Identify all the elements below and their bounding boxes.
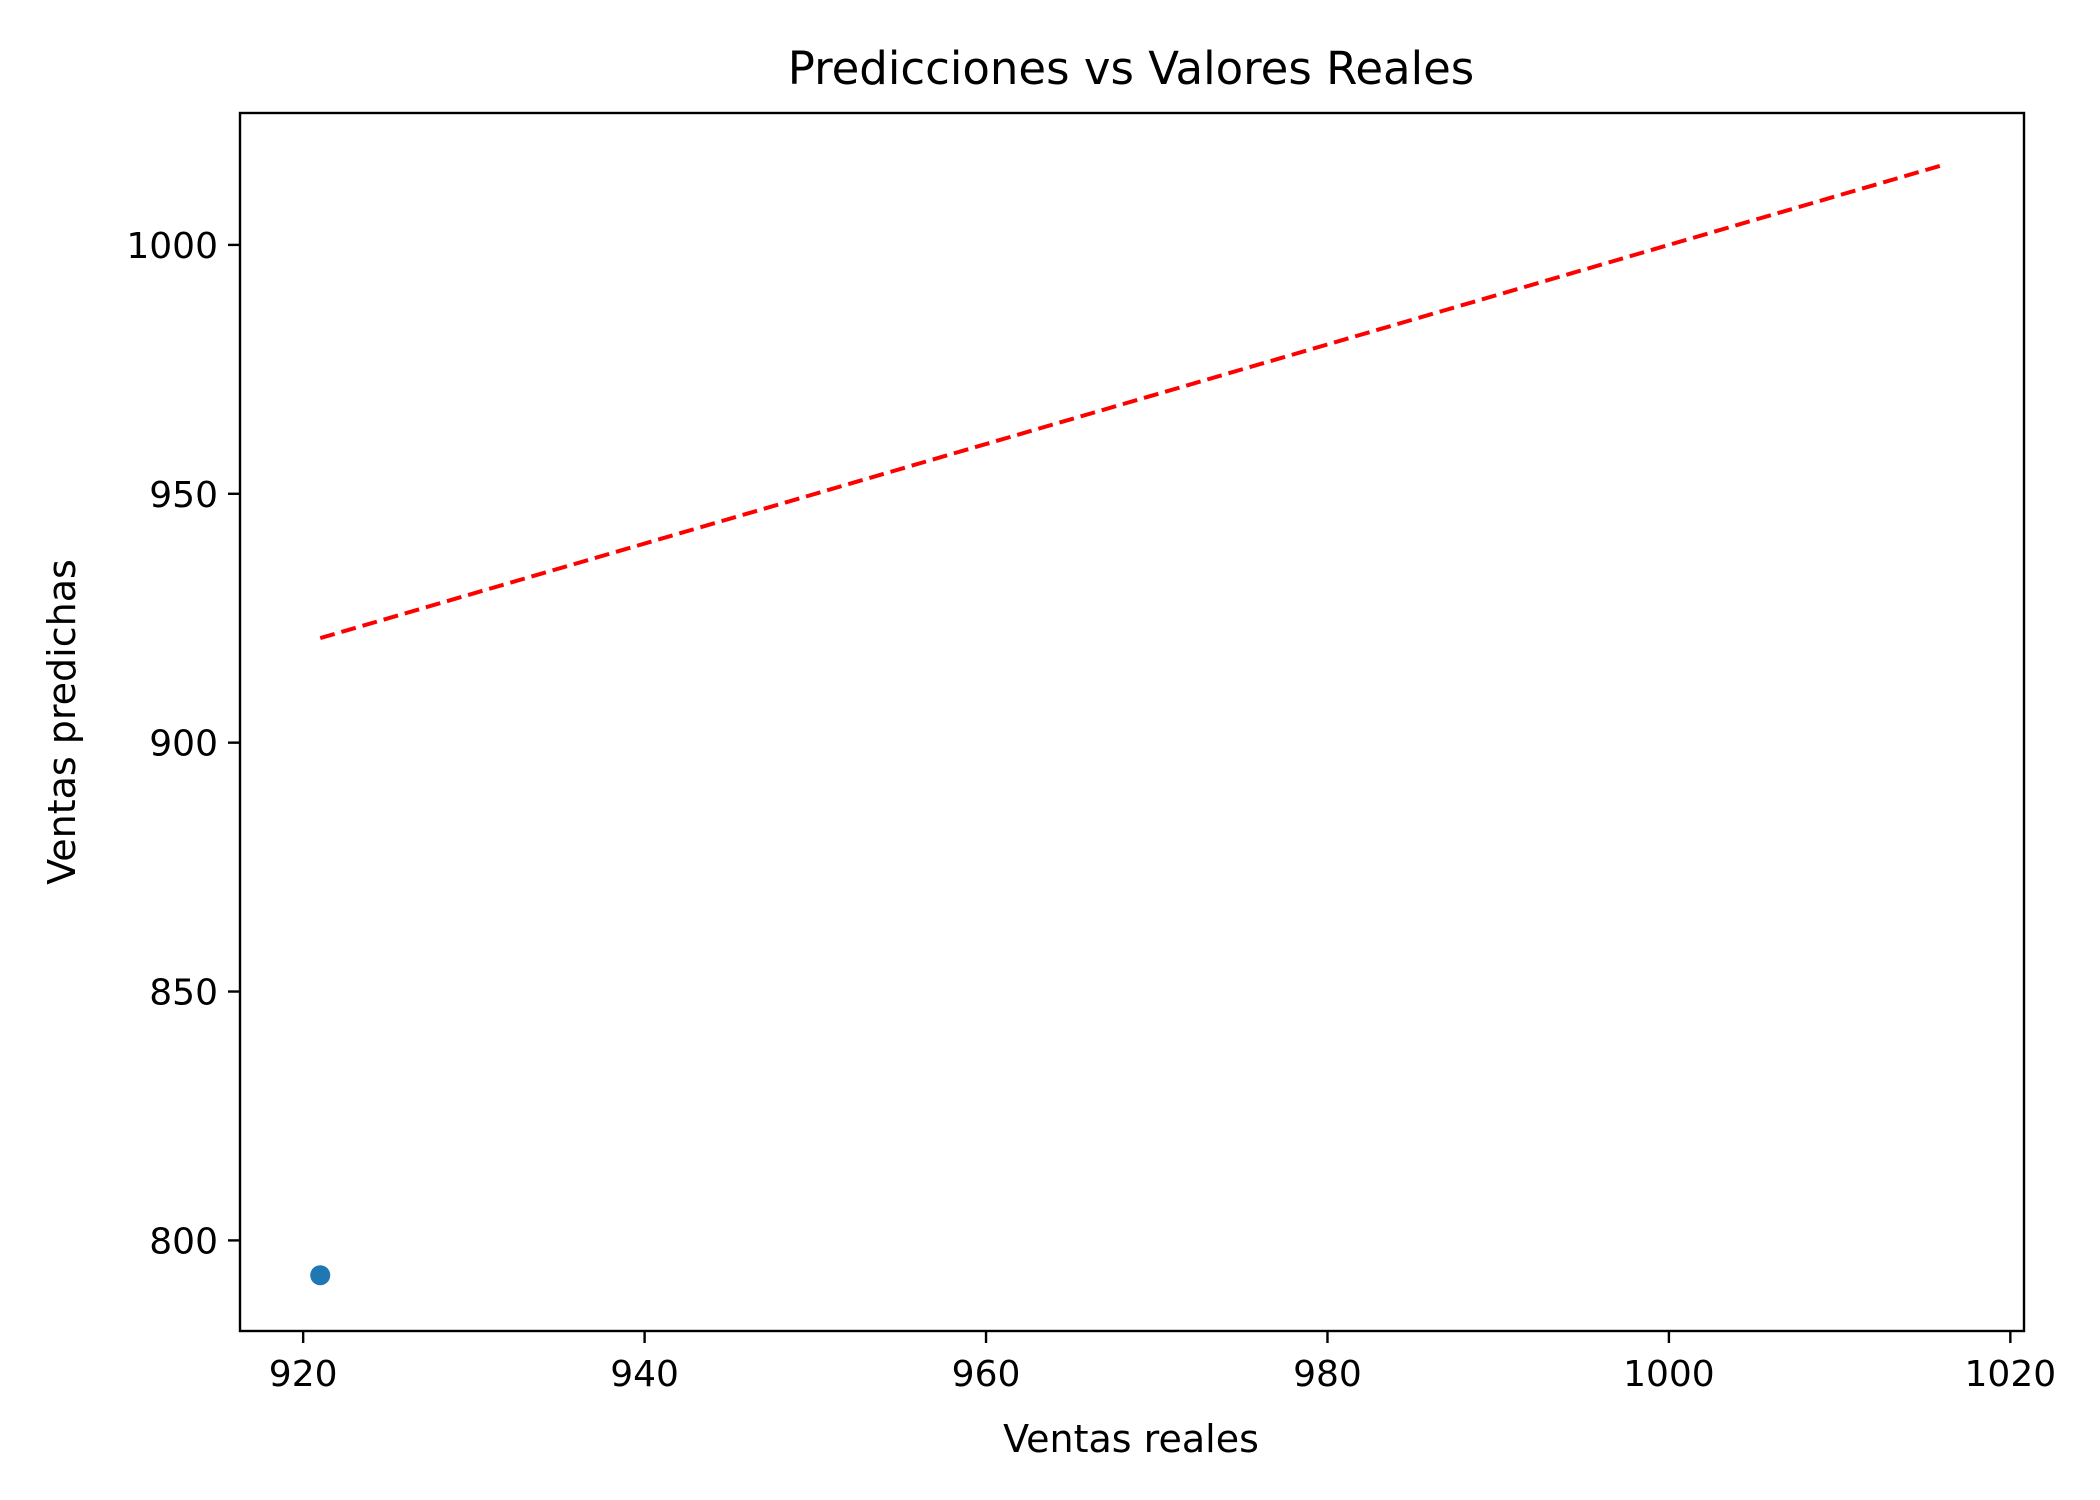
y-axis-label: Ventas predichas <box>40 559 84 885</box>
x-tick-label: 1000 <box>1623 1354 1715 1395</box>
chart-title: Predicciones vs Valores Reales <box>788 42 1474 95</box>
x-tick-label: 940 <box>610 1354 679 1395</box>
y-tick-label: 1000 <box>126 226 218 267</box>
y-tick-label: 800 <box>149 1221 218 1262</box>
x-tick-label: 920 <box>269 1354 338 1395</box>
plot-area <box>238 111 2026 1333</box>
y-axis: 800 850 900 950 1000 <box>126 226 240 1262</box>
data-point <box>310 1265 331 1286</box>
x-axis-label: Ventas reales <box>1003 1417 1259 1461</box>
plot-background <box>240 113 2024 1331</box>
plot-frame <box>238 111 2026 1333</box>
x-tick-label: 960 <box>952 1354 1021 1395</box>
reference-line <box>319 163 1943 641</box>
y-tick-label: 900 <box>149 724 218 765</box>
series-layer <box>310 163 1943 1286</box>
y-tick-label: 950 <box>149 475 218 516</box>
x-axis: 920 940 960 980 1000 1020 <box>269 1331 2056 1395</box>
x-tick-label: 1020 <box>1965 1354 2057 1395</box>
x-tick-label: 980 <box>1293 1354 1362 1395</box>
y-tick-label: 850 <box>149 973 218 1014</box>
